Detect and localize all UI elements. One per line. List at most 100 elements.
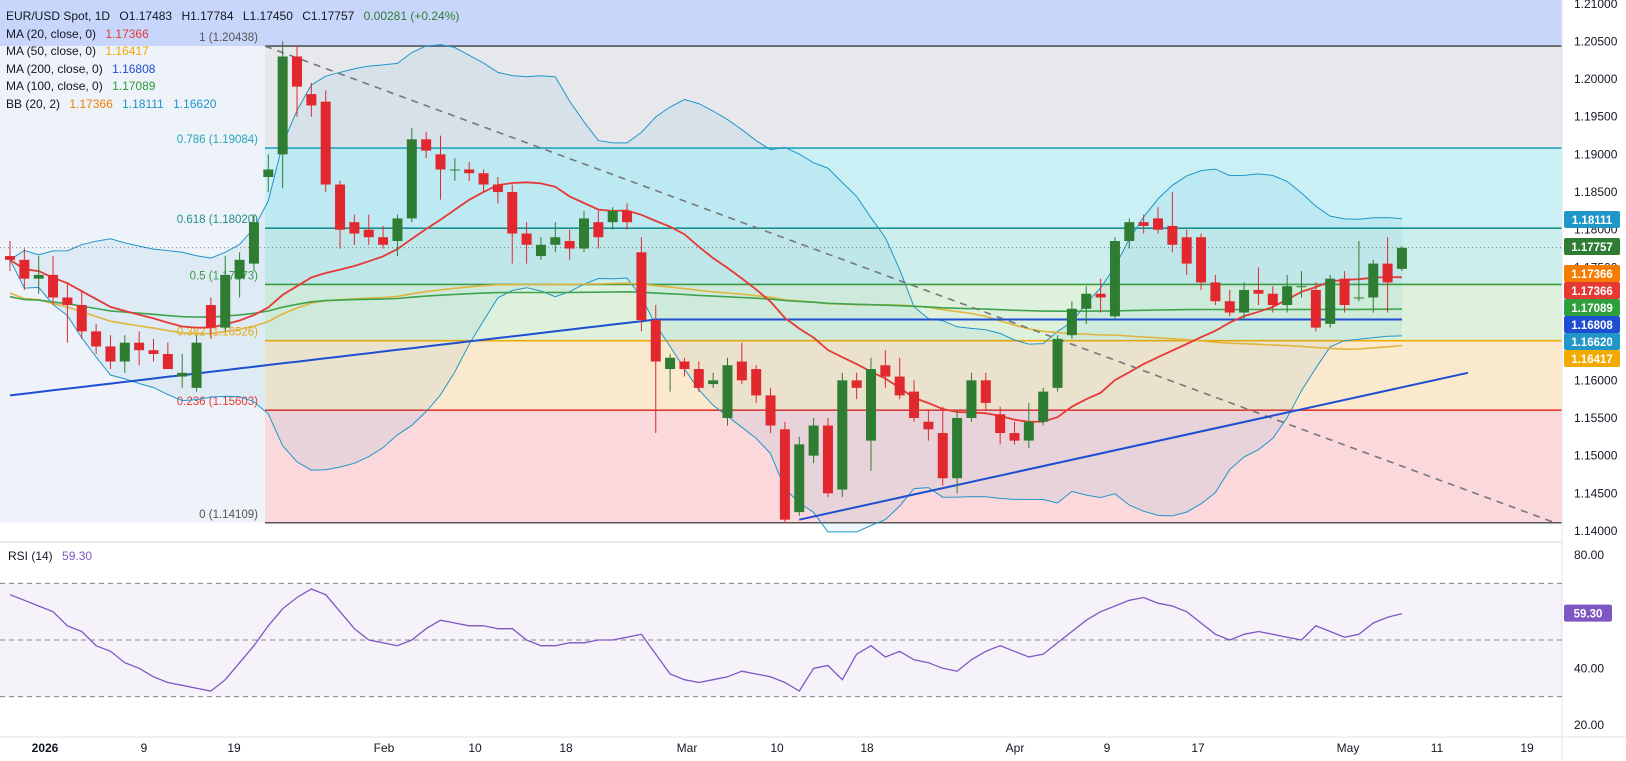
- date-tick-label: 2026: [32, 741, 59, 755]
- candle: [1239, 282, 1250, 321]
- candle: [1339, 271, 1350, 313]
- date-tick-label: Apr: [1006, 741, 1025, 755]
- candle-body: [1109, 241, 1120, 317]
- candle-body: [62, 297, 73, 306]
- candle-body: [1181, 237, 1192, 264]
- candle-body: [995, 414, 1006, 434]
- candle: [866, 357, 876, 471]
- fib-label: 0.618 (1.18020): [177, 214, 258, 226]
- rsi-tick-label: 80.00: [1574, 548, 1604, 562]
- candle: [349, 214, 360, 245]
- candle: [808, 417, 819, 464]
- candle: [995, 406, 1006, 445]
- bb-upper-line: [9, 44, 1403, 345]
- price-axis-badge-bg: [1564, 238, 1620, 255]
- candle-body: [1325, 278, 1336, 324]
- legend-open: O1.17483: [119, 9, 173, 23]
- candle-body: [665, 357, 676, 370]
- candle-body: [478, 173, 489, 185]
- legend-ma50-label: MA (50, close, 0): [6, 44, 97, 58]
- candle-body: [550, 237, 561, 245]
- date-tick-label: 9: [141, 741, 148, 755]
- candle-body: [650, 320, 661, 362]
- candle-body: [1267, 293, 1278, 306]
- candle-body: [306, 94, 317, 106]
- legend-symbol-row: EUR/USD Spot, 1D O1.17483 H1.17784 L1.17…: [6, 8, 465, 26]
- candle-body: [679, 361, 690, 370]
- candle: [1153, 207, 1163, 234]
- price-tick-label: 1.20500: [1574, 34, 1618, 48]
- price-axis-badge-text: 1.16620: [1571, 337, 1613, 349]
- candle: [33, 256, 44, 294]
- candle-body: [363, 229, 374, 238]
- candle-body: [464, 169, 475, 174]
- candle-body: [91, 331, 102, 347]
- candle-body: [1224, 301, 1235, 313]
- fib-zone: [265, 410, 1562, 523]
- price-tick-label: 1.14000: [1574, 524, 1618, 538]
- candle-body: [1396, 247, 1407, 269]
- candle: [636, 237, 647, 332]
- candle: [406, 128, 417, 223]
- candle: [263, 154, 274, 193]
- candle: [679, 357, 690, 377]
- date-tick-label: 18: [860, 741, 874, 755]
- candle: [722, 357, 733, 426]
- price-axis-badge-bg: [1564, 350, 1620, 367]
- candle: [177, 353, 188, 388]
- candle-body: [535, 244, 546, 257]
- candle: [880, 350, 891, 388]
- candle-body: [5, 256, 15, 260]
- legend-close: C1.17757: [302, 9, 355, 23]
- candle: [1224, 289, 1235, 317]
- candle-body: [277, 56, 288, 155]
- legend-symbol: EUR/USD Spot, 1D: [6, 9, 111, 23]
- candle-body: [1066, 308, 1077, 336]
- candle-body: [220, 274, 231, 328]
- candle: [1038, 387, 1049, 426]
- legend-bb: BB (20, 2) 1.17366 1.18111 1.16620: [6, 96, 465, 114]
- candle: [62, 282, 73, 343]
- candle: [564, 229, 575, 260]
- fib-label: 1 (1.20438): [199, 32, 258, 44]
- price-axis-badge: 1.16808: [1564, 316, 1620, 333]
- price-tick-label: 1.18500: [1574, 185, 1618, 199]
- price-axis-badge-text: 1.17089: [1571, 303, 1613, 315]
- candle-body: [234, 259, 245, 279]
- candle-body: [636, 252, 647, 321]
- candle: [478, 169, 489, 193]
- price-axis-badge-text: 1.16808: [1571, 320, 1613, 332]
- ma200-line: [9, 318, 1402, 397]
- legend-ma100: MA (100, close, 0) 1.17089: [6, 78, 465, 96]
- candle: [779, 421, 790, 524]
- candle: [1023, 402, 1034, 449]
- candle: [205, 297, 216, 339]
- date-tick-label: 17: [1191, 741, 1205, 755]
- candle-body: [1095, 293, 1106, 298]
- date-tick-label: Feb: [374, 741, 395, 755]
- candle-body: [851, 380, 862, 388]
- candle-body: [722, 365, 733, 418]
- price-axis-badge-bg: [1564, 333, 1620, 350]
- candle-body: [1296, 286, 1307, 288]
- legend-ma200-value: 1.16808: [112, 61, 156, 76]
- legend-bb-lower: 1.16620: [173, 96, 217, 111]
- candle-body: [406, 139, 417, 219]
- candle: [909, 380, 920, 422]
- candle: [1353, 241, 1364, 302]
- legend-high: H1.17784: [181, 9, 234, 23]
- chart-legend: EUR/USD Spot, 1D O1.17483 H1.17784 L1.17…: [6, 8, 465, 113]
- candle-body: [966, 380, 977, 418]
- rsi-line: [9, 588, 1403, 692]
- candle-body: [105, 346, 116, 362]
- candle: [751, 365, 762, 403]
- candle-body: [421, 139, 432, 151]
- candle: [1196, 233, 1207, 290]
- candle: [1181, 229, 1192, 275]
- price-tick-label: 1.14500: [1574, 486, 1618, 500]
- candle: [378, 225, 389, 249]
- candle-body: [1210, 282, 1221, 302]
- candle-body: [607, 210, 618, 223]
- candle: [1109, 237, 1120, 321]
